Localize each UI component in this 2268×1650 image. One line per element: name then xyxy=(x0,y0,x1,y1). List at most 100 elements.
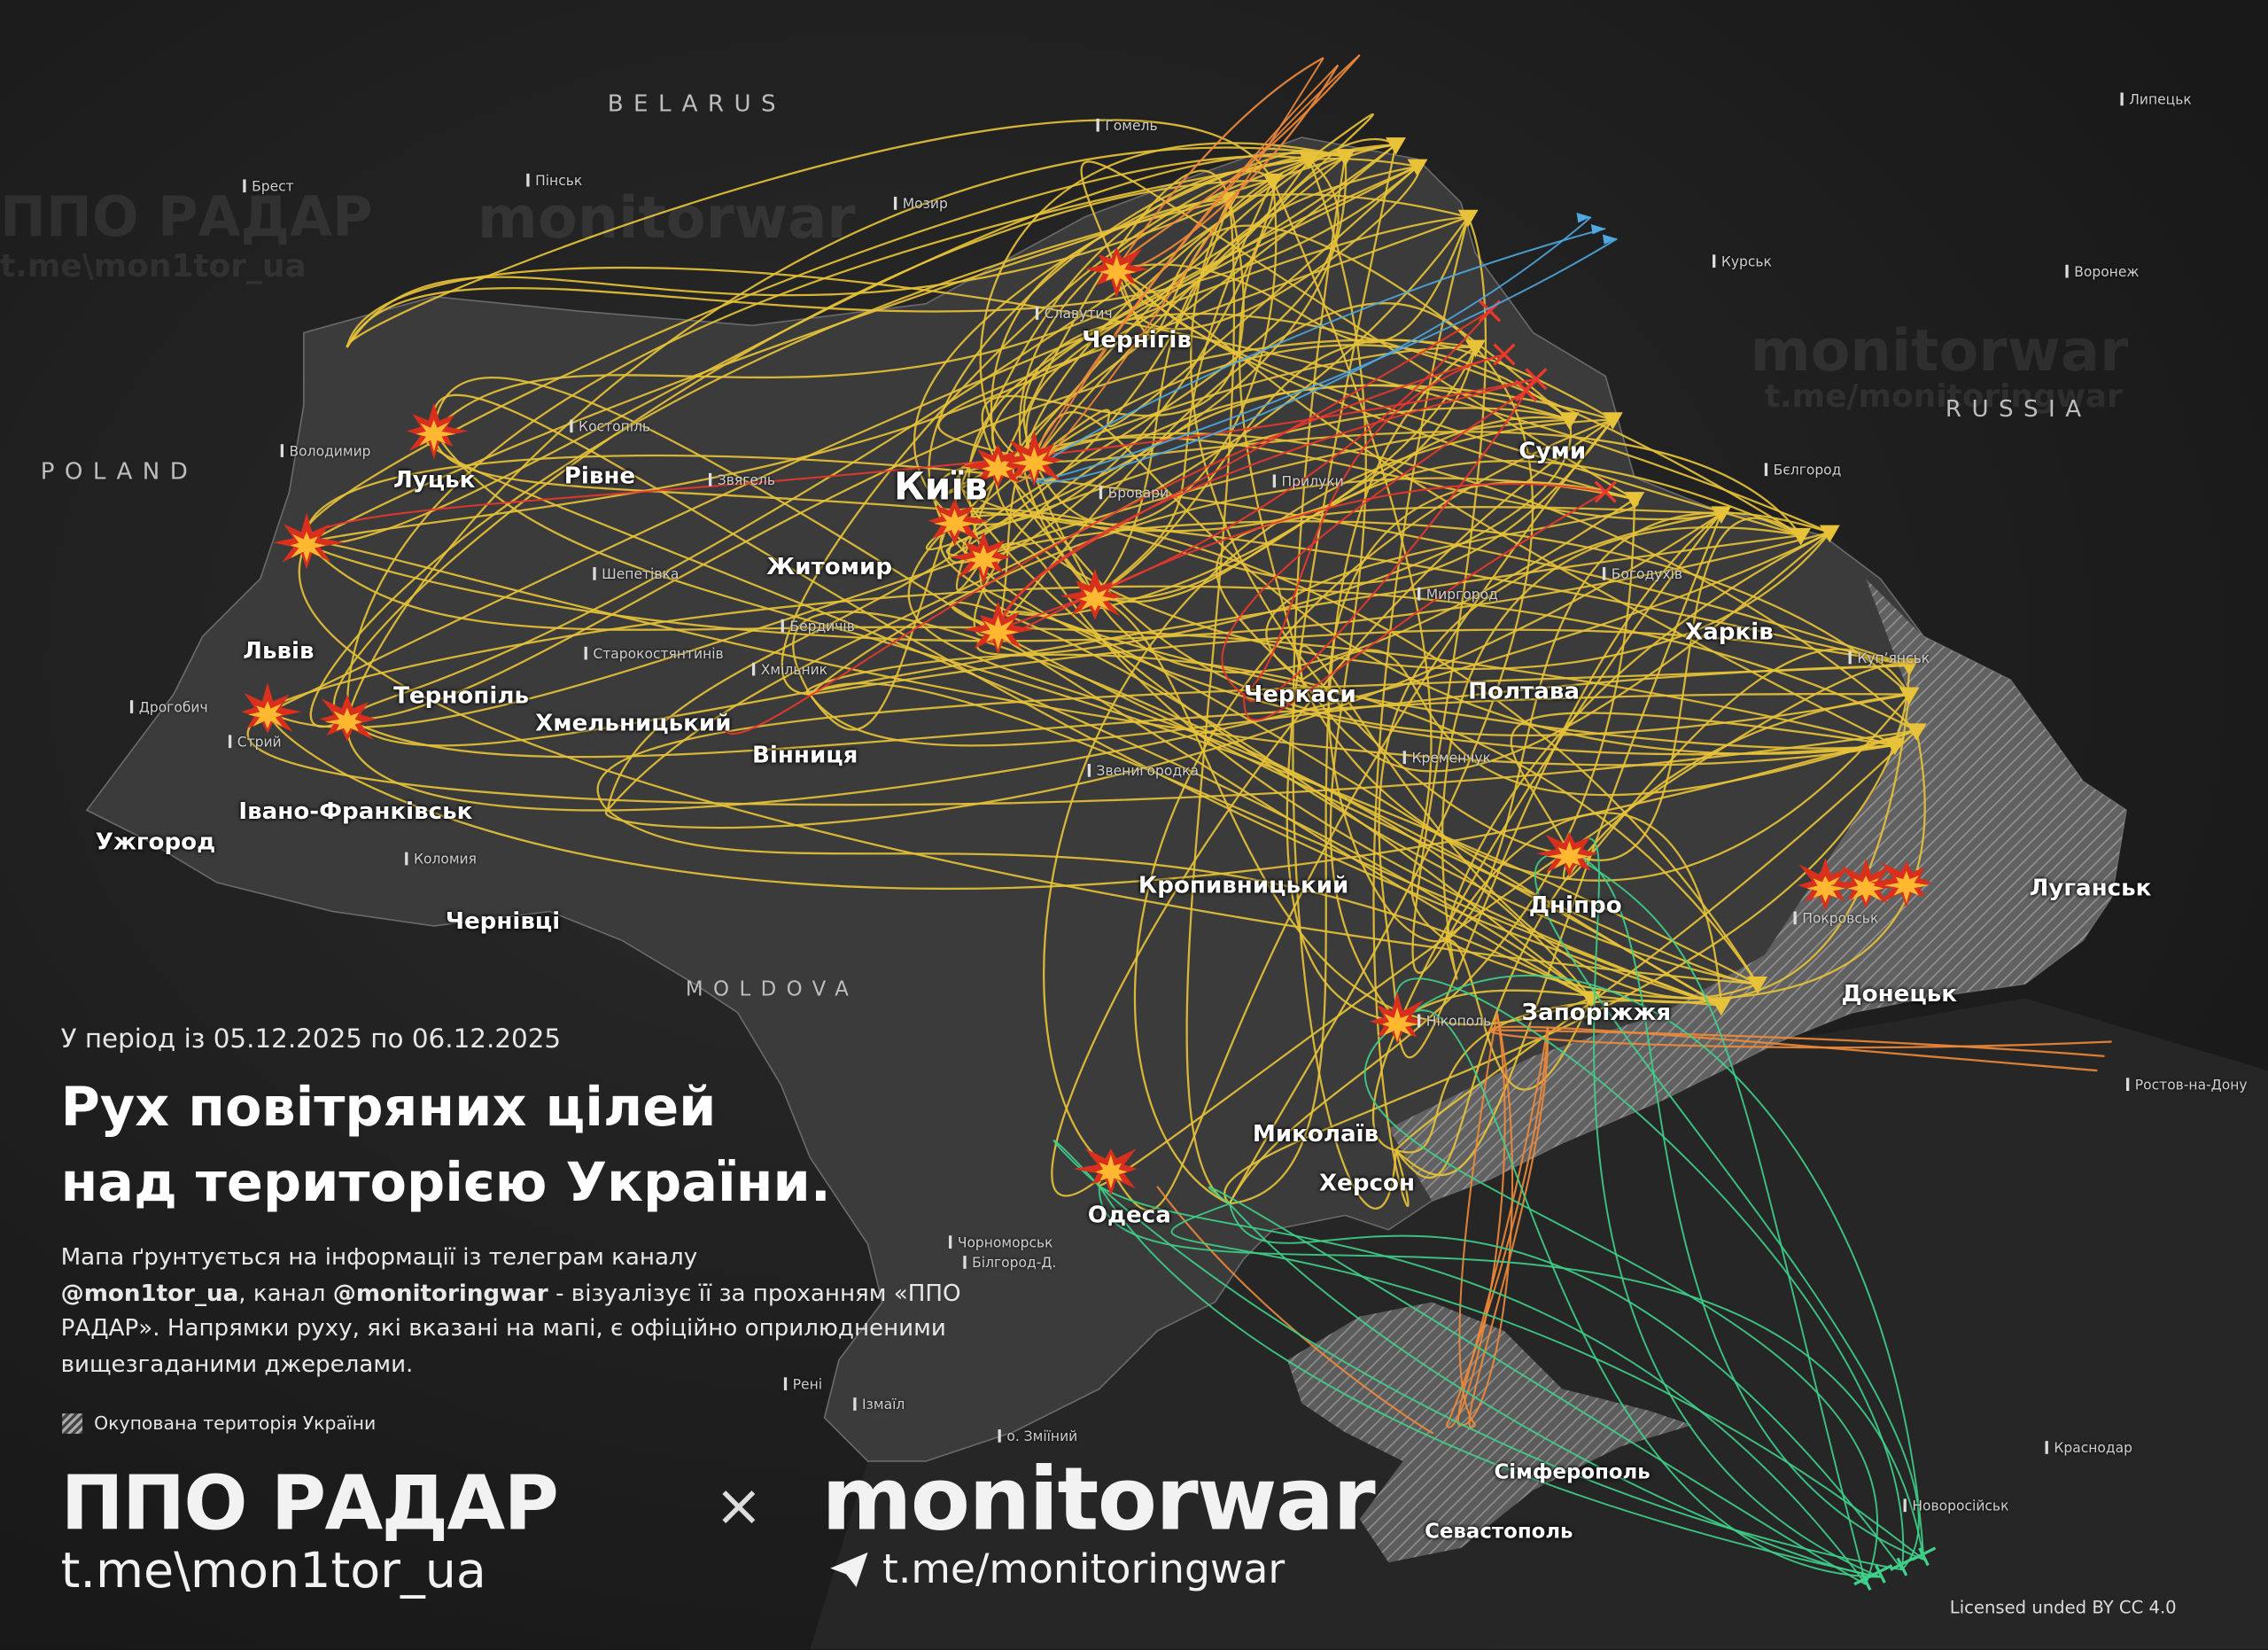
town-label: Стрий xyxy=(229,735,282,751)
city-luhansk: Луганськ xyxy=(2029,874,2152,902)
description: Мапа ґрунтується на інформації із телегр… xyxy=(61,1240,987,1381)
city-vinnytsia: Вінниця xyxy=(751,740,858,768)
legend: Окупована територія України xyxy=(62,1412,376,1434)
watermark-ppo: ППО РАДАР xyxy=(0,184,373,249)
town-label: Миргород xyxy=(1418,588,1498,603)
drone-trajectory xyxy=(967,144,1397,557)
town-label: Курськ xyxy=(1713,254,1772,270)
brand-monitorwar: monitorwar xyxy=(821,1449,1375,1552)
drone-trajectory xyxy=(997,464,1910,736)
drone-marker-icon xyxy=(1790,527,1812,546)
missile-trajectory xyxy=(722,353,1505,735)
missile-trajectory xyxy=(998,310,1491,631)
watermark-link: t.me\mon1tor_ua xyxy=(0,248,307,285)
drone-trajectory xyxy=(298,541,1758,985)
drone-trajectory xyxy=(940,346,1476,497)
drone-trajectory xyxy=(983,520,1910,696)
drone-trajectory xyxy=(306,152,1346,546)
drone-trajectory xyxy=(809,477,1635,696)
explosion-core-icon xyxy=(1381,1007,1420,1042)
kh-trajectory xyxy=(1488,1029,2105,1057)
drone-trajectory xyxy=(1445,511,1830,942)
missile-trajectory xyxy=(997,377,1537,630)
drone-trajectory xyxy=(267,418,1570,729)
drone-marker-icon xyxy=(1299,152,1319,170)
drone-trajectory xyxy=(809,664,1910,747)
town-label: Білгород-Д. xyxy=(963,1256,1056,1272)
explosion-core-icon xyxy=(248,701,284,729)
drone-trajectory xyxy=(810,628,1910,696)
link-mon1tor[interactable]: t.me\mon1tor_ua xyxy=(60,1542,486,1600)
explosions xyxy=(241,246,1932,1196)
drone-trajectory xyxy=(1446,938,1592,1091)
title-line-2: над територією України. xyxy=(60,1151,831,1214)
town-label: Хмільник xyxy=(752,663,827,679)
sea-launch-trajectory xyxy=(1363,1020,1879,1585)
city-sevastopol: Севастополь xyxy=(1425,1520,1573,1545)
drone-trajectory xyxy=(1116,216,1470,344)
sea-launch-trajectory xyxy=(1098,1186,1925,1560)
sea-launch-trajectory xyxy=(1394,977,1905,1570)
city-uzhhorod: Ужгород xyxy=(95,827,216,855)
drone-trajectory xyxy=(1094,460,1802,603)
drone-trajectory xyxy=(1033,432,1918,732)
city-sumy: Суми xyxy=(1518,437,1587,465)
drone-trajectory xyxy=(1034,431,1802,536)
city-donetsk: Донецьк xyxy=(1841,979,1957,1008)
town-label: Липецьк xyxy=(2120,92,2192,108)
drone-trajectory xyxy=(305,454,1910,667)
page-title: Рух повітряних цілей над територією Укра… xyxy=(61,1070,831,1221)
sea-launch-trajectory xyxy=(1099,1185,1867,1585)
handle-monitoringwar[interactable]: @monitoringwar xyxy=(332,1278,548,1306)
drone-trajectory xyxy=(305,531,1830,642)
link-monitoringwar[interactable]: t.me/monitoringwar xyxy=(827,1545,1285,1593)
town-label: Пінськ xyxy=(526,174,582,190)
drone-trajectory xyxy=(1394,729,1918,1151)
drone-trajectory xyxy=(979,346,1477,617)
drone-marker-icon xyxy=(1407,159,1428,177)
town-label: Рені xyxy=(784,1377,822,1393)
brand-ppo-radar: ППО РАДАР xyxy=(60,1460,559,1548)
drone-trajectory xyxy=(423,430,1592,1000)
hatch-swatch-icon xyxy=(62,1413,83,1434)
drone-trajectory xyxy=(937,215,1469,462)
explosion-core-icon xyxy=(1099,254,1137,288)
drone-marker-icon xyxy=(1386,137,1406,155)
drone-trajectory xyxy=(1115,224,1571,421)
brand-times: × xyxy=(714,1473,764,1540)
watermark-link-2: t.me/monitoringwar xyxy=(1764,378,2123,416)
drone-trajectory xyxy=(954,137,1397,522)
drone-trajectory xyxy=(346,198,1231,348)
drone-trajectory xyxy=(346,339,1476,720)
kh-trajectory xyxy=(1011,57,1324,483)
kh-trajectory xyxy=(1458,1012,1498,1426)
drone-trajectory xyxy=(997,611,1722,1007)
ukraine-territory xyxy=(85,136,2127,1462)
drone-marker-icon xyxy=(1906,723,1927,741)
missile-marker-icon xyxy=(1493,343,1516,366)
drone-marker-icon xyxy=(1457,209,1479,228)
city-kropyvnytskyi: Кропивницький xyxy=(1138,870,1349,899)
missile-marker-icon xyxy=(1514,379,1538,402)
kh-trajectory xyxy=(1456,1027,1549,1427)
city-odesa: Одеса xyxy=(1087,1201,1171,1229)
drone-trajectory xyxy=(1043,418,1613,1171)
town-label: Богодухів xyxy=(1603,567,1682,583)
town-label: Ростов-на-Дону xyxy=(2126,1078,2248,1094)
drone-trajectory xyxy=(1372,216,1470,1207)
sea-launch-marker-icon xyxy=(1853,1571,1878,1592)
drone-trajectory xyxy=(928,169,1274,558)
drone-trajectory xyxy=(432,377,1592,1000)
town-label: Новоросійськ xyxy=(1904,1498,2008,1514)
explosion-icon xyxy=(241,682,302,734)
handle-mon1tor[interactable]: @mon1tor_ua xyxy=(60,1278,239,1306)
kh-trajectory xyxy=(1488,1025,2098,1072)
drone-trajectory xyxy=(1228,499,1636,1204)
town-label: Бєлгород xyxy=(1765,463,1842,479)
city-zhytomyr: Житомир xyxy=(766,552,893,580)
drone-trajectory xyxy=(1301,679,1910,882)
town-label: Кременчук xyxy=(1403,751,1491,767)
drone-marker-icon xyxy=(1884,737,1906,756)
